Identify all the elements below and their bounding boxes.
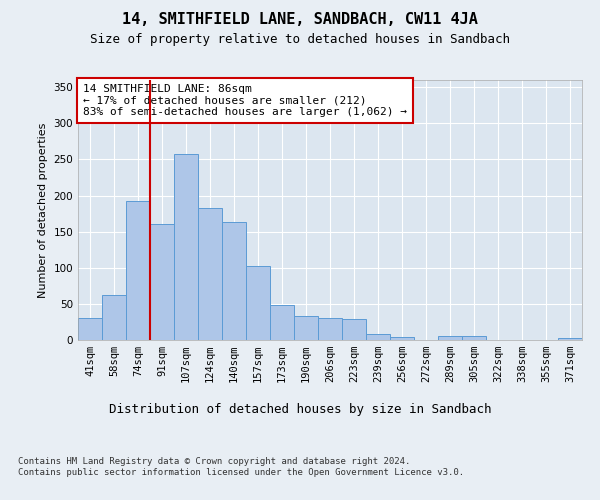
Bar [270, 304, 294, 340]
Bar [294, 316, 318, 340]
Text: Size of property relative to detached houses in Sandbach: Size of property relative to detached ho… [90, 32, 510, 46]
Bar [462, 336, 486, 340]
Bar [318, 318, 342, 340]
Y-axis label: Number of detached properties: Number of detached properties [38, 122, 48, 298]
Text: Contains HM Land Registry data © Crown copyright and database right 2024.
Contai: Contains HM Land Registry data © Crown c… [18, 458, 464, 477]
Bar [198, 208, 222, 340]
Text: Distribution of detached houses by size in Sandbach: Distribution of detached houses by size … [109, 402, 491, 415]
Bar [102, 294, 126, 340]
Bar [366, 334, 390, 340]
Bar [438, 336, 462, 340]
Bar [558, 338, 582, 340]
Text: 14, SMITHFIELD LANE, SANDBACH, CW11 4JA: 14, SMITHFIELD LANE, SANDBACH, CW11 4JA [122, 12, 478, 28]
Bar [126, 202, 150, 340]
Text: 14 SMITHFIELD LANE: 86sqm
← 17% of detached houses are smaller (212)
83% of semi: 14 SMITHFIELD LANE: 86sqm ← 17% of detac… [83, 84, 407, 117]
Bar [390, 337, 414, 340]
Bar [222, 222, 246, 340]
Bar [246, 266, 270, 340]
Bar [174, 154, 198, 340]
Bar [150, 224, 174, 340]
Bar [78, 318, 102, 340]
Bar [342, 319, 366, 340]
